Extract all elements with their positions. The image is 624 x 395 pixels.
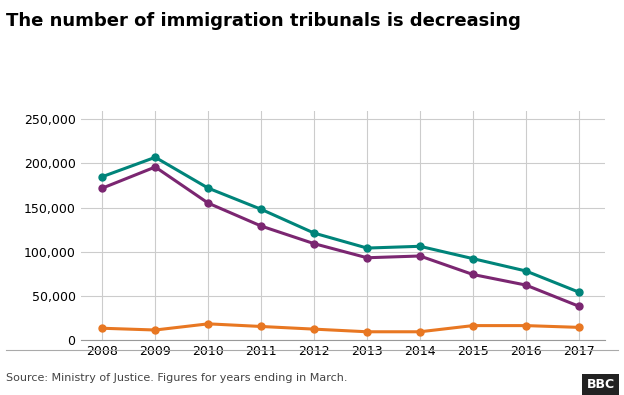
Text: BBC: BBC bbox=[587, 378, 615, 391]
Text: The number of immigration tribunals is decreasing: The number of immigration tribunals is d… bbox=[6, 12, 521, 30]
Text: Source: Ministry of Justice. Figures for years ending in March.: Source: Ministry of Justice. Figures for… bbox=[6, 373, 348, 383]
